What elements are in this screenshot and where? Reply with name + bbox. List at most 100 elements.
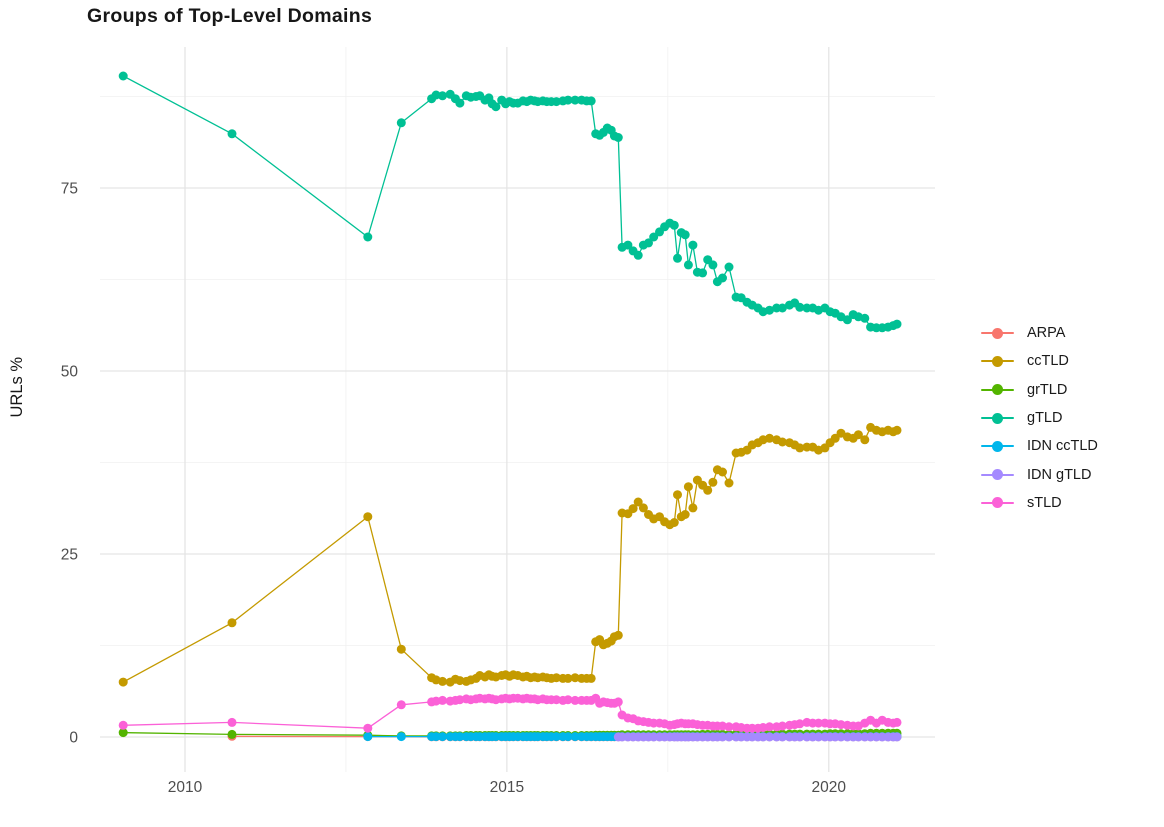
x-tick-label: 2010 [168,779,203,796]
legend: ARPA ccTLD grTLD gTLD IDN ccTLD IDN gTLD sTLD [981,319,1098,517]
series-point-stld [563,695,573,705]
series-point-gtld [644,238,653,248]
series-point-idn-gtld [718,732,727,742]
series-point-idn-cctld [563,732,573,742]
series-point-cctld [892,425,902,435]
series-point-cctld [118,677,128,687]
legend-key-icon [981,412,1014,425]
legend-key-dot [992,497,1003,509]
series-point-gtld [586,96,596,106]
series-point-stld [363,723,373,733]
series-point-cctld [708,477,718,487]
series-point-idn-gtld [758,732,768,742]
series-point-stld [892,717,902,727]
series-point-cctld [613,630,623,640]
series-point-cctld [777,437,787,447]
legend-key-dot [992,412,1003,424]
legend-item-idn-cctld: IDN ccTLD [981,432,1098,460]
series-point-stld [551,695,561,705]
series-point-stld [765,722,774,732]
y-tick-label: 0 [69,730,78,747]
series-point-grtld [227,729,237,739]
legend-key-dot [992,355,1003,367]
series-point-cctld [830,433,840,443]
series-point-idn-cctld [431,732,441,742]
legend-item-label: gTLD [1027,410,1063,427]
y-tick-label: 25 [61,547,78,564]
series-point-gtld [363,232,373,242]
series-point-cctld [669,518,679,527]
legend-item-idn-gtld: IDN gTLD [981,460,1098,488]
series-point-cctld [765,433,774,443]
series-point-cctld [853,430,863,440]
series-point-idn-gtld [777,732,787,742]
legend-key-icon [981,496,1014,509]
series-point-cctld [363,512,373,522]
series-point-cctld [438,676,447,686]
series-point-cctld [724,478,734,488]
series-point-gtld [396,118,406,128]
legend-item-cctld: ccTLD [981,347,1098,375]
series-point-gtld [708,260,718,270]
series-point-idn-gtld [795,732,805,742]
legend-item-label: sTLD [1027,494,1062,511]
legend-key-dot [992,469,1003,481]
series-point-gtld [860,313,870,323]
series-point-idn-cctld [570,732,580,742]
series-point-gtld [613,133,623,142]
series-point-gtld [683,260,693,270]
series-point-cctld [718,467,727,477]
series-point-gtld [227,129,237,139]
series-point-idn-cctld [438,732,447,742]
series-point-stld [570,695,580,705]
legend-key-dot [992,384,1003,396]
x-tick-label: 2020 [812,779,847,796]
legend-item-stld: sTLD [981,489,1098,517]
series-point-cctld [227,618,237,628]
legend-key-dot [992,327,1003,339]
y-tick-label: 75 [61,180,78,197]
series-point-idn-gtld [853,732,863,742]
series-point-gtld [680,230,690,240]
series-point-cctld [628,504,638,514]
series-point-gtld [118,71,128,81]
series-line-cctld [122,426,898,683]
series-point-gtld [698,268,708,278]
chart-title: Groups of Top-Level Domains [87,5,373,27]
legend-item-label: ARPA [1027,325,1066,342]
series-point-gtld [438,91,447,101]
series-point-idn-cctld [363,732,373,742]
series-point-cctld [680,510,690,519]
legend-item-grtld: grTLD [981,376,1098,404]
series-point-idn-gtld [814,732,823,742]
series-point-gtld [842,315,852,325]
series-point-cctld [673,490,682,500]
series-point-gtld [551,97,561,107]
series-point-cctld [396,644,406,654]
series-point-stld [613,697,623,707]
series-point-gtld [649,232,659,242]
series-point-stld [118,720,128,730]
series-point-stld [724,722,734,732]
legend-key-icon [981,383,1014,396]
series-line-gtld [122,75,898,329]
legend-key-icon [981,327,1014,340]
series-point-idn-gtld [892,732,902,742]
series-point-cctld [638,503,648,513]
legend-item-label: IDN gTLD [1027,466,1092,483]
y-axis-title: URLs % [8,357,26,418]
series-point-cctld [586,673,596,683]
series-point-cctld [688,503,698,513]
series-point-idn-cctld [551,732,561,742]
series-point-cctld [563,673,573,683]
x-tick-label: 2015 [490,779,524,796]
series-point-cctld [795,443,805,453]
legend-key-icon [981,468,1014,481]
series-point-grtld [118,728,128,738]
series-point-idn-gtld [836,732,846,742]
legend-item-label: ccTLD [1027,353,1069,370]
legend-key-dot [992,440,1003,452]
series-point-gtld [795,302,805,312]
series-point-stld [795,719,805,729]
